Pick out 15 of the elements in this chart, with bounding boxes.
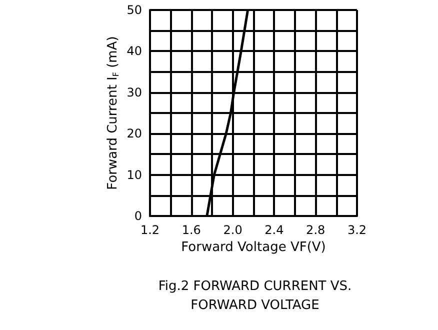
y-tick-label: 30 <box>126 85 142 100</box>
x-tick-label: 2.4 <box>264 223 284 237</box>
y-tick-label: 10 <box>126 168 142 182</box>
x-tick-label: 3.2 <box>347 223 367 237</box>
y-tick-label: 0 <box>134 209 142 223</box>
text: Fig.2 FORWARD CURRENT VS. FORWARD VOLTAGE <box>158 279 352 313</box>
y-axis-title: Forward Current IF (mA) <box>106 36 120 190</box>
x-tick-label: 1.6 <box>182 223 201 237</box>
y-tick-label: 20 <box>126 126 142 141</box>
y-tick-label: 40 <box>126 44 142 58</box>
x-tick-label: 2.0 <box>223 223 242 237</box>
x-tick-label: 1.2 <box>140 223 160 237</box>
x-tick-label: 2.8 <box>306 223 326 237</box>
y-tick-label: 50 <box>126 3 142 17</box>
x-axis-title: Forward Voltage VF(V) <box>181 240 326 255</box>
